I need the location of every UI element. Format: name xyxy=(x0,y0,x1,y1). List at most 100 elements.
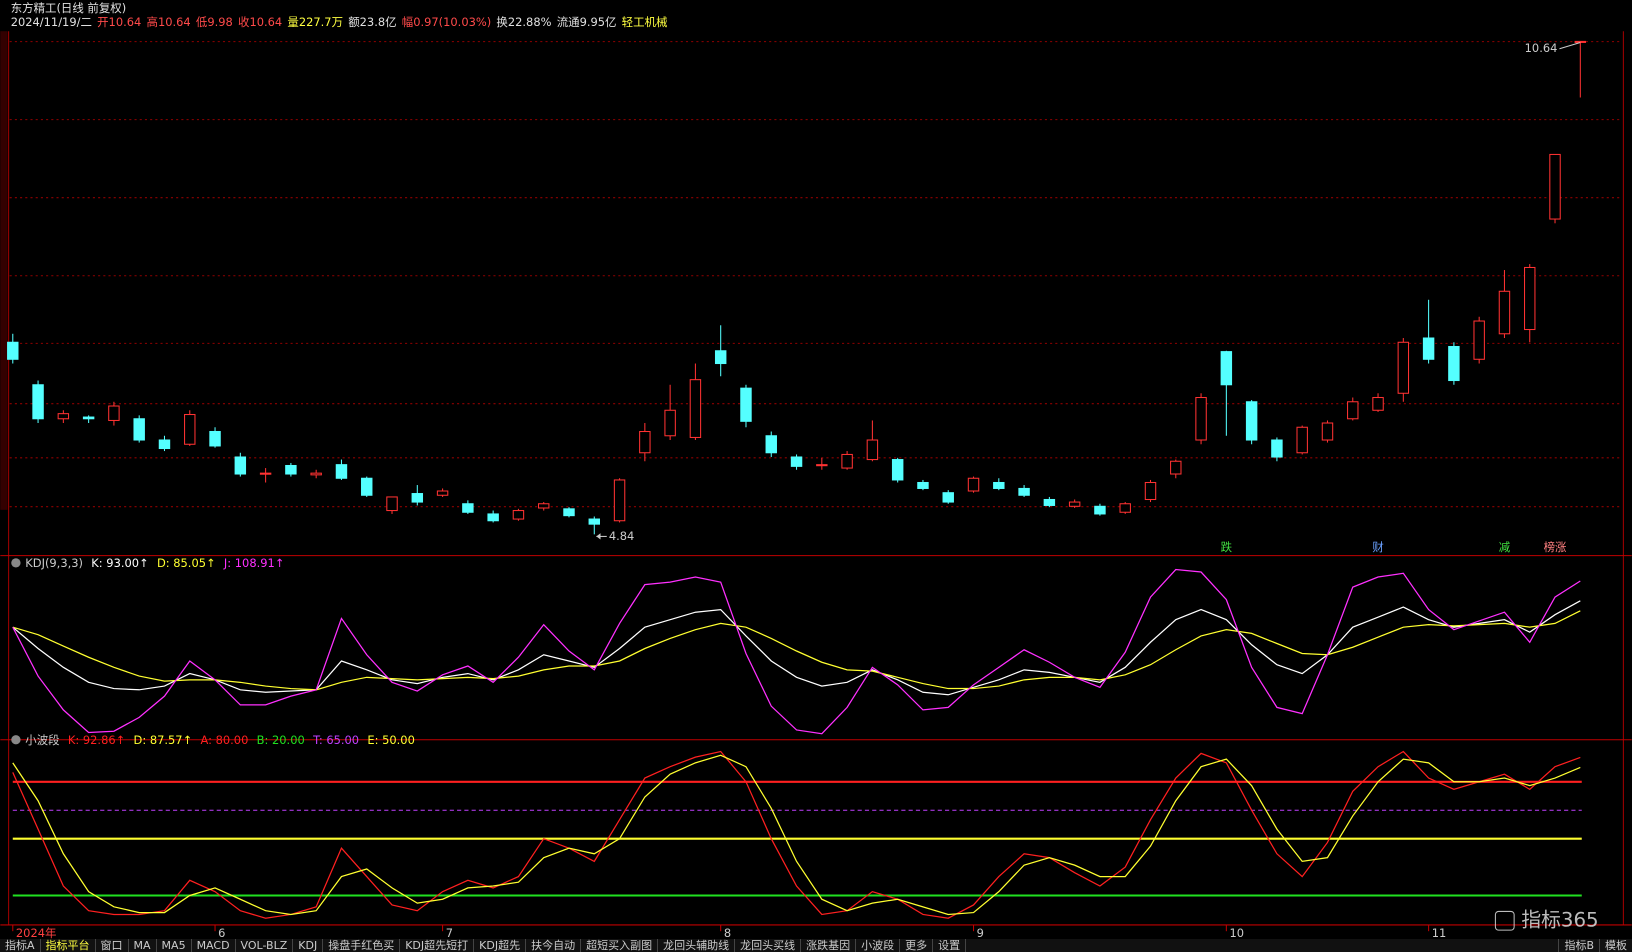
series-line xyxy=(12,610,1581,691)
candle-body xyxy=(790,456,803,467)
candle-body xyxy=(1347,401,1359,420)
pane-title: KDJ(9,3,3) xyxy=(25,555,83,569)
candle-body xyxy=(967,477,980,492)
candle-body xyxy=(1170,460,1182,475)
tab[interactable]: VOL-BLZ xyxy=(236,939,294,952)
tab-bar: 指标A 指标平台 窗口 MA MA5 MACD VOL-BLZ KDJ 操盘手红色买 KDJ超先短… xyxy=(0,939,1632,952)
quote-field: 开10.64 xyxy=(97,14,141,28)
candle-body xyxy=(664,409,676,437)
candle-body xyxy=(1372,396,1384,411)
candle-body xyxy=(1144,481,1157,501)
tab[interactable]: 设置 xyxy=(933,939,967,952)
tab-bar-right: 指标B 模板 xyxy=(1558,939,1632,952)
tab[interactable]: 更多 xyxy=(900,939,934,952)
tab[interactable]: KDJ xyxy=(293,939,324,952)
candle-body xyxy=(1524,266,1536,331)
tab[interactable]: MA5 xyxy=(157,939,192,952)
tab[interactable]: 窗口 xyxy=(96,939,129,952)
watermark-icon xyxy=(1494,910,1515,931)
tab[interactable]: MA xyxy=(129,939,157,952)
candle-body xyxy=(1448,346,1460,382)
candle-body xyxy=(891,459,904,481)
candle-body xyxy=(133,418,145,441)
candle-body xyxy=(259,472,272,475)
candle-body xyxy=(386,496,398,512)
tab[interactable]: 龙回头买线 xyxy=(735,939,802,952)
candle-body xyxy=(32,384,44,420)
legend-entry: D: 85.05↑ xyxy=(157,555,216,569)
candle-body xyxy=(866,439,879,461)
tab[interactable]: 指标A xyxy=(0,939,41,952)
series-line xyxy=(12,568,1581,735)
candle-body xyxy=(1422,337,1435,360)
arrow-head xyxy=(596,533,601,540)
candle-body xyxy=(917,481,929,489)
candle-body xyxy=(1498,290,1511,335)
tab[interactable]: KDJ超先短打 xyxy=(400,939,475,952)
tab[interactable]: 涨跌基因 xyxy=(801,939,857,952)
candle-body xyxy=(816,464,828,467)
tab[interactable]: 超短买入副图 xyxy=(581,939,659,952)
candle-body xyxy=(765,435,777,454)
candle-body xyxy=(1018,487,1030,496)
x-tick-label: 10 xyxy=(1229,926,1244,940)
quote-line: 2024/11/19/二 开10.64 高10.64 低9.98 收10.64 量227.… xyxy=(11,14,668,28)
candle-body xyxy=(1397,341,1410,394)
legend-entry: T: 65.00 xyxy=(312,732,359,746)
candle-body xyxy=(841,453,853,469)
x-tick-label: 9 xyxy=(977,926,984,940)
tab[interactable]: MACD xyxy=(192,939,236,952)
candle-body xyxy=(1043,498,1056,506)
candle-body xyxy=(82,416,95,420)
candle-body xyxy=(411,493,424,503)
pane-icon xyxy=(11,558,21,568)
tab[interactable]: 扶今自动 xyxy=(526,939,582,952)
x-tick-label: 2024年 xyxy=(16,926,57,940)
date: 2024/11/19/二 xyxy=(11,14,92,28)
tab[interactable]: 指标平台 xyxy=(41,939,96,952)
legend-entry: J: 108.91↑ xyxy=(223,555,284,569)
quote-field: 幅0.97(10.03%) xyxy=(402,14,491,28)
candle-body xyxy=(512,510,525,520)
tab[interactable]: KDJ超先 xyxy=(474,939,527,952)
tab[interactable]: 模板 xyxy=(1599,939,1632,952)
candle-body xyxy=(1245,401,1258,441)
candle-body xyxy=(487,513,499,522)
watermark: 指标365 xyxy=(1521,908,1598,931)
x-tick-label: 6 xyxy=(218,926,225,940)
candle-body xyxy=(942,492,954,503)
legend-entry: D: 87.57↑ xyxy=(134,732,193,746)
candle-body xyxy=(1068,501,1081,507)
quote-field: 收10.64 xyxy=(238,14,282,28)
candle-body xyxy=(1220,351,1233,386)
pane-icon xyxy=(11,735,21,745)
candle-body xyxy=(1473,320,1485,360)
candle-body xyxy=(714,350,727,365)
candle-body xyxy=(639,430,651,454)
candle-body xyxy=(537,503,550,509)
candle-body xyxy=(462,503,474,513)
series-line xyxy=(12,754,1581,916)
candle-body xyxy=(209,430,221,447)
x-tick-label: 7 xyxy=(446,926,453,940)
candle-body xyxy=(361,477,373,496)
event-label: 榜涨 xyxy=(1544,540,1567,554)
tab[interactable]: 小波段 xyxy=(856,939,901,952)
tab[interactable]: 操盘手红色买 xyxy=(323,939,401,952)
stock-title: 东方精工(日线 前复权) xyxy=(11,1,127,15)
quote-field: 高10.64 xyxy=(147,14,191,28)
candle-body xyxy=(1195,396,1207,441)
tab[interactable]: 龙回头辅助线 xyxy=(658,939,736,952)
quote-field: 换22.88% xyxy=(496,14,551,28)
tab[interactable]: 指标B xyxy=(1558,939,1599,952)
candle-body xyxy=(285,464,297,475)
candle-body xyxy=(1549,153,1561,220)
candle-body xyxy=(335,464,348,479)
legend-entry: B: 20.00 xyxy=(257,732,305,746)
event-label: 减 xyxy=(1499,540,1511,554)
candle-body xyxy=(689,379,702,438)
legend-entry: K: 93.00↑ xyxy=(91,555,148,569)
